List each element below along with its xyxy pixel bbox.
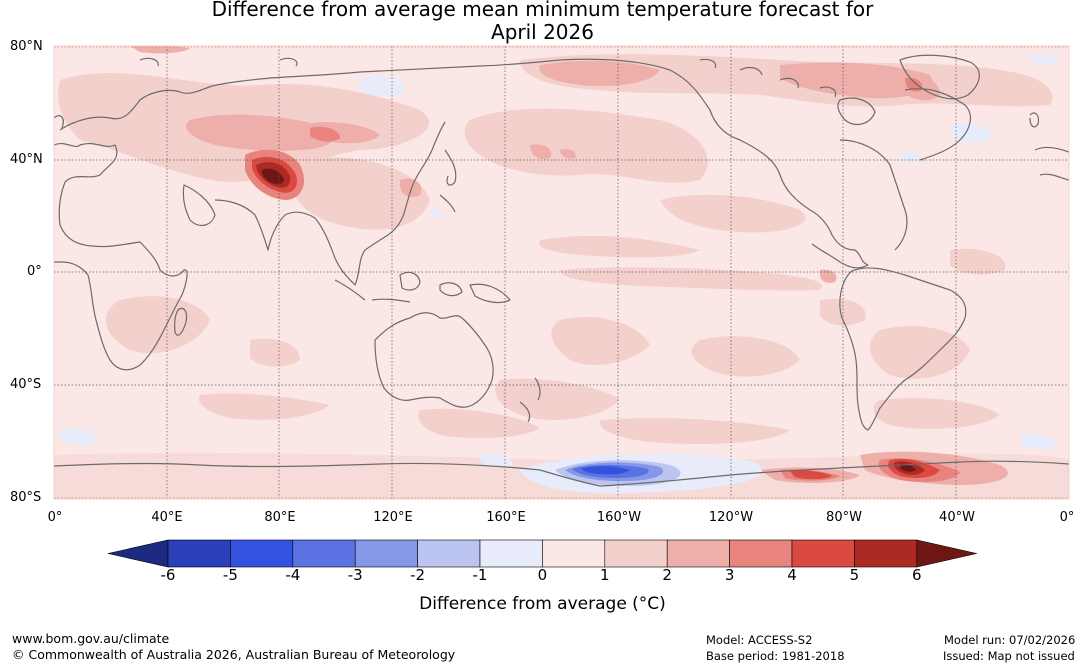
colorbar-swatch [167,539,231,568]
lon-label-40e: 40°E [151,510,183,525]
colorbar-tick-label: -5 [222,566,238,584]
coast-madagascar [174,307,188,336]
map-edge-lines [54,46,1069,499]
footer-model: Model: ACCESS-S2 [706,633,813,647]
colorbar-tick-label: 2 [662,566,672,584]
coast-arabia-india [182,184,316,251]
coast-new-zealand [519,377,541,423]
lon-label-120e: 120°E [373,510,413,525]
coast-hudson-bay [837,97,876,126]
coast-south-america [839,267,967,431]
lat-label-40s: 40°S [10,377,42,392]
map-title-line1: Difference from average mean minimum tem… [211,0,874,21]
footer-copyright: © Commonwealth of Australia 2026, Austra… [12,647,456,662]
colorbar-tick-label: -1 [472,566,488,584]
colorbar-tick-label: 6 [912,566,922,584]
colorbar-tick-label: -4 [285,566,301,584]
colorbar-swatch [417,539,481,568]
lon-label-160e: 160°E [486,510,526,525]
colorbar-tick-label: 5 [849,566,860,584]
lat-label-80s: 80°S [10,490,42,505]
lon-label-40w: 40°W [939,510,975,525]
coast-japan [439,149,457,213]
lat-label-80n: 80°N [10,39,43,54]
coast-arctic-islands [139,57,837,98]
colorbar-swatch [542,539,606,568]
colorbar-swatch [479,539,543,568]
colorbar-swatch [666,539,730,568]
coast-uk [54,112,1040,129]
colorbar-tick-label: 4 [787,566,797,584]
coast-greenland [899,54,980,100]
anomaly-minus5tominus4-patches [582,466,630,475]
anomaly-above-6-patches [261,168,916,472]
lon-label-0-left: 0° [47,510,63,525]
footer-model-run: Model run: 07/02/2026 [944,633,1076,647]
coast-western-europe [1034,146,1069,181]
coast-europe-africa [54,142,188,371]
coast-antarctica [54,460,1069,487]
lon-label-80e: 80°E [264,510,296,525]
colorbar-swatch [854,539,918,568]
gridlines [54,46,1069,499]
colorbar-swatch [604,539,668,568]
colorbar-tick-label: -3 [347,566,363,584]
coast-southeast-asia [314,121,446,286]
colorbar-label: Difference from average (°C) [419,594,666,614]
colorbar-swatch [292,539,356,568]
lon-label-0-right: 0° [1059,510,1075,525]
lon-label-120w: 120°W [708,510,754,525]
footer-base-period: Base period: 1981-2018 [706,649,845,663]
colorbar-tick-label: 0 [537,566,548,584]
coastlines [54,54,1069,487]
colorbar-extend-high [916,539,977,568]
coast-indonesia [334,271,511,304]
colorbar-tick-label: -6 [160,566,176,584]
map-title-line2: April 2026 [491,20,594,44]
coast-north-america [559,58,972,269]
lat-label-equator: 0° [27,264,42,279]
colorbar-tick-label: 1 [600,566,610,584]
coast-australia [374,312,494,408]
map-frame [53,45,1070,500]
lon-label-160w: 160°W [596,510,642,525]
colorbar-tick-label: -2 [410,566,426,584]
footer-issued: Issued: Map not issued [943,649,1075,663]
coast-europe-north [59,59,561,131]
lat-label-40n: 40°N [10,152,43,167]
colorbar-extend-low [107,539,169,568]
colorbar-swatch [354,539,418,568]
colorbar-swatch [791,539,855,568]
colorbar-swatch [230,539,294,568]
colorbar-swatch [729,539,793,568]
colorbar-tick-label: 3 [724,566,735,584]
footer-url[interactable]: www.bom.gov.au/climate [12,631,170,646]
lon-label-80w: 80°W [826,510,862,525]
